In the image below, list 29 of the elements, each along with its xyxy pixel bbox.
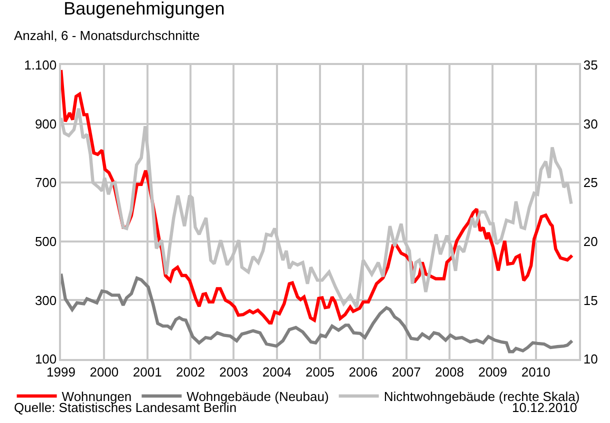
legend-label: Wohnungen [62, 389, 132, 404]
x-tick-label: 2005 [306, 364, 334, 380]
x-tick-label: 2006 [348, 364, 378, 380]
y-tick-label: 100 [34, 352, 57, 367]
y2-tick-label: 15 [583, 292, 598, 308]
x-tick-label: 1999 [46, 364, 76, 380]
chart-title: Baugenehmigungen [64, 0, 225, 19]
y-tick-label: 1.100 [24, 58, 57, 73]
x-tick-label: 2001 [132, 364, 162, 380]
legend-label: Wohngebäude (Neubau) [186, 389, 329, 404]
x-tick-label: 2009 [478, 364, 508, 380]
y-tick-label: 700 [34, 175, 57, 190]
x-tick-label: 2007 [392, 364, 421, 380]
y-tick-label: 500 [34, 234, 57, 249]
y2-tick-label: 35 [583, 58, 598, 73]
y-tick-label: 300 [34, 292, 57, 308]
chart-subtitle: Anzahl, 6 - Monatsdurchschnitte [14, 28, 200, 43]
y2-tick-label: 10 [583, 352, 598, 367]
x-tick-label: 2010 [521, 364, 550, 380]
y-tick-label: 900 [34, 116, 57, 132]
line-series [61, 272, 574, 354]
x-tick-label: 2000 [90, 364, 119, 380]
y2-tick-label: 25 [583, 175, 598, 190]
x-tick-label: 2004 [262, 364, 292, 380]
y2-tick-label: 20 [583, 234, 598, 249]
y2-tick-label: 30 [583, 116, 598, 132]
x-tick-label: 2002 [176, 364, 205, 380]
x-tick-label: 2008 [435, 364, 464, 380]
x-tick-label: 2003 [219, 364, 248, 380]
